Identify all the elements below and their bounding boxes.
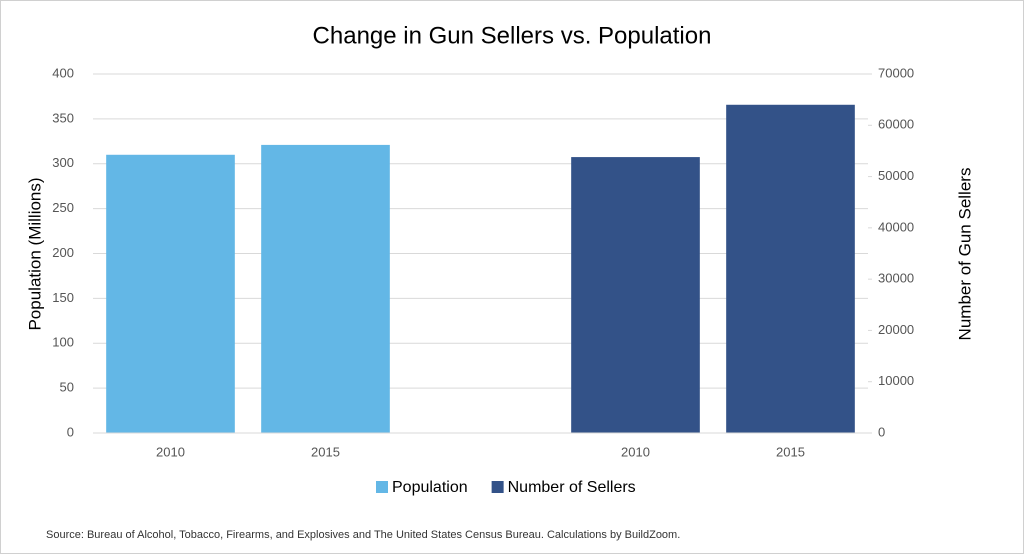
legend-swatch [491, 481, 504, 493]
source-note: Source: Bureau of Alcohol, Tobacco, Fire… [46, 529, 680, 541]
y2-tick-label: 60000 [878, 117, 914, 132]
y-tick-label: 400 [52, 65, 74, 80]
y-tick-label: 300 [52, 155, 74, 170]
bar [261, 144, 390, 433]
y2-tick-label: 70000 [878, 65, 914, 80]
legend-swatch [376, 481, 388, 493]
chart-title: Change in Gun Sellers vs. Population [313, 22, 712, 49]
x-tick-label: 2010 [156, 444, 185, 459]
x-tick-label: 2015 [776, 444, 805, 459]
y2-tick-label: 50000 [878, 168, 914, 183]
bar [106, 154, 235, 433]
x-tick-label: 2010 [621, 444, 650, 459]
legend-label: Number of Sellers [508, 479, 636, 496]
y2-tick-label: 0 [878, 424, 885, 439]
y-tick-label: 100 [52, 335, 74, 350]
y-tick-label: 0 [67, 424, 74, 439]
y2-axis-label: Number of Gun Sellers [955, 168, 974, 341]
y2-tick-label: 40000 [878, 219, 914, 234]
bar [726, 104, 855, 434]
y2-tick-label: 20000 [878, 322, 914, 337]
legend-label: Population [392, 479, 468, 496]
y-tick-label: 150 [52, 290, 74, 305]
x-tick-label: 2015 [311, 444, 340, 459]
y-tick-label: 250 [52, 200, 74, 215]
y-tick-label: 350 [52, 110, 74, 125]
y-axis-label: Population (Millions) [25, 177, 44, 330]
y-tick-label: 200 [52, 245, 74, 260]
bar [571, 157, 700, 433]
y2-tick-label: 10000 [878, 373, 914, 388]
y2-tick-label: 30000 [878, 271, 914, 286]
y-tick-label: 50 [60, 380, 74, 395]
